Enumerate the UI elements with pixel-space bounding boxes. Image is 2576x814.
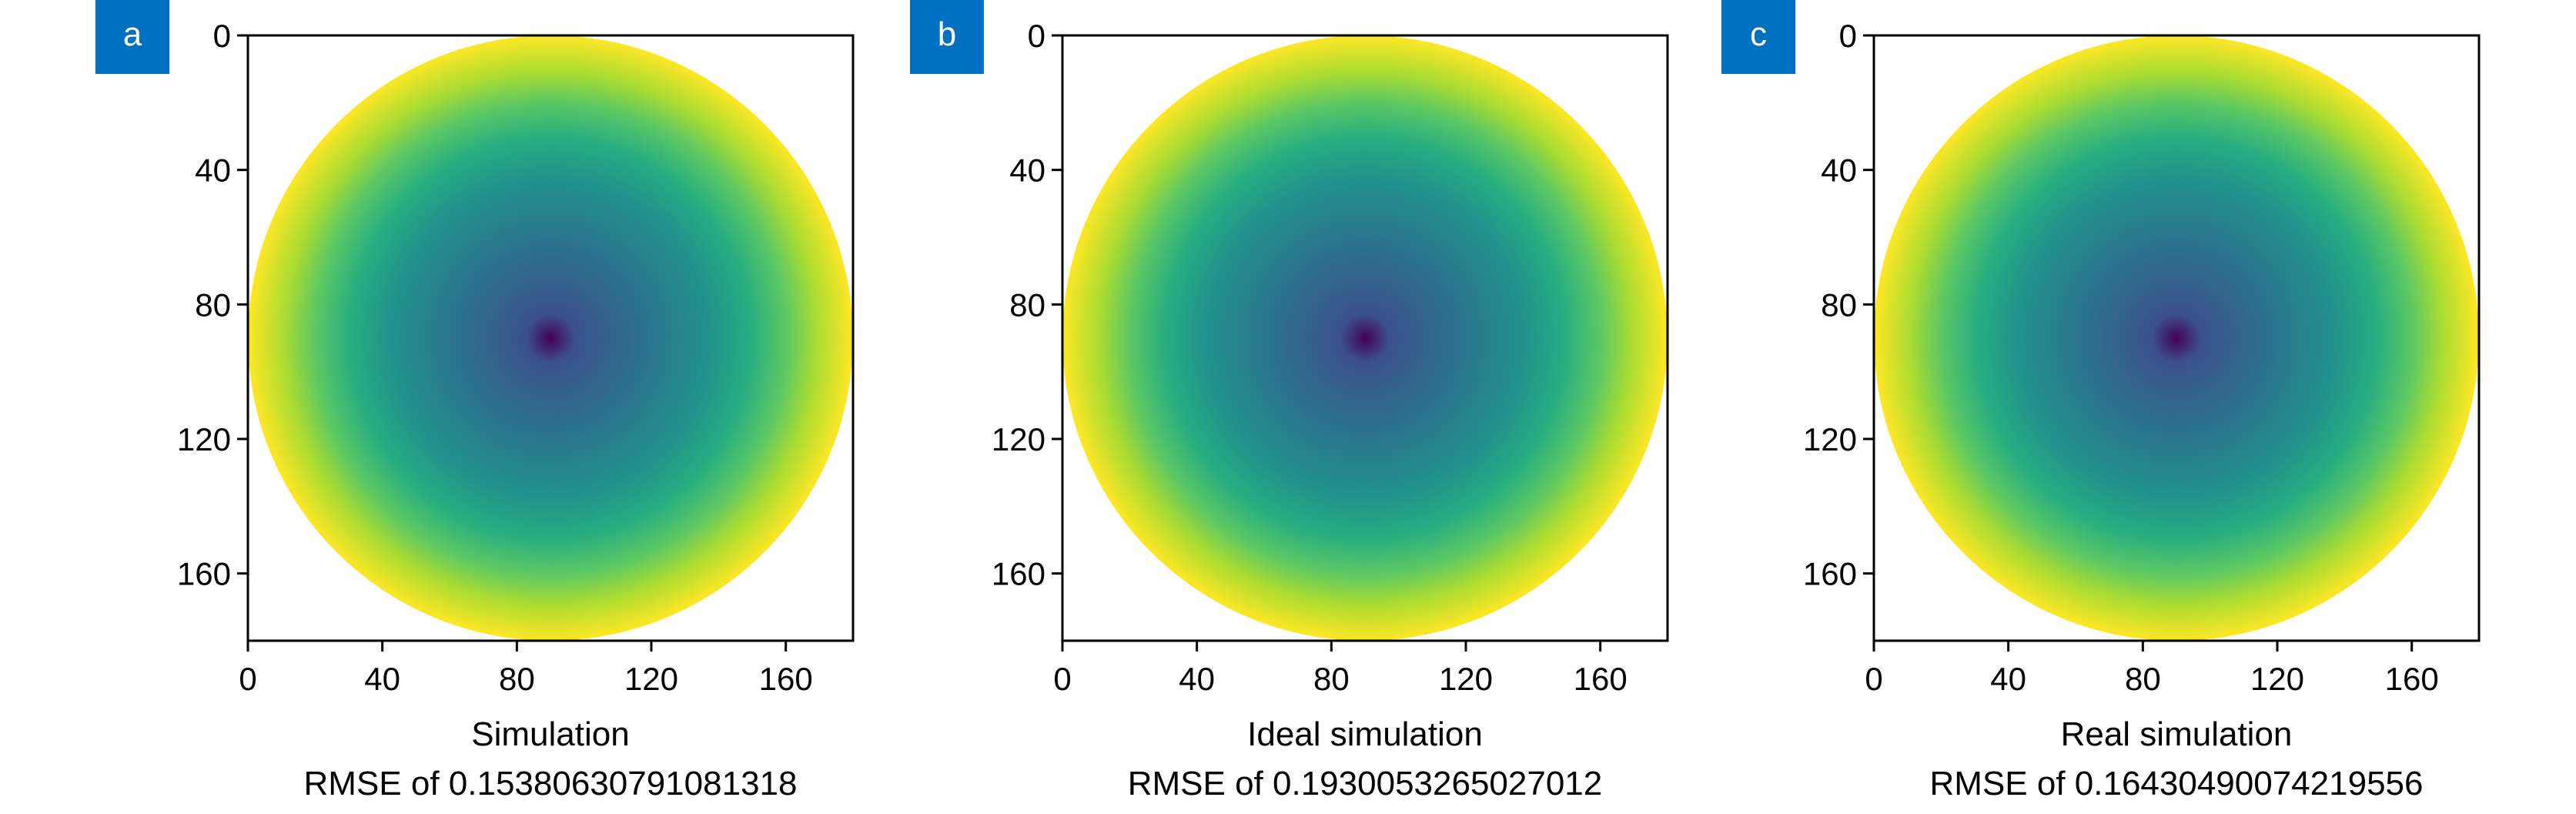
x-tick-label: 80 [2125,661,2161,697]
y-tick-label: 40 [195,152,231,189]
panel-label: c [1750,15,1767,53]
y-tick-label: 0 [1028,18,1045,54]
x-axis-label: Real simulation [2061,715,2293,753]
x-tick-label: 40 [1990,661,2026,697]
heatmap-aperture [248,35,853,641]
axes-frame [1061,34,1669,642]
y-tick-label: 160 [177,556,231,592]
heatmap-aperture [1874,35,2479,641]
y-tick-label: 80 [195,286,231,323]
panel-label-badge [910,0,984,74]
panel-label: a [123,15,142,53]
panel-label: b [938,15,956,53]
x-tick-label: 0 [239,661,256,697]
y-tick-label: 120 [1803,421,1857,457]
x-tick-label: 120 [2250,661,2304,697]
panel-c: c 0 40 80 120 160 0 40 80 120 160 Real simulation RM… [1721,0,2481,802]
y-tick-label: 40 [1821,152,1857,189]
panel-label-badge [1721,0,1795,74]
axes-frame [1872,34,2481,642]
x-tick-label: 160 [1574,661,1628,697]
x-tick-label: 120 [1439,661,1493,697]
panel-a: a 0 40 80 120 160 0 40 80 120 160 Simulation RMSE of… [95,0,855,802]
x-tick-label: 40 [1179,661,1215,697]
x-tick-label: 160 [759,661,813,697]
x-tick-label: 160 [2385,661,2439,697]
x-axis-label: Ideal simulation [1247,715,1483,753]
y-tick-label: 160 [992,556,1045,592]
y-tick-label: 120 [177,421,231,457]
x-axis-label: Simulation [471,715,629,753]
heatmap-aperture [1062,35,1668,641]
y-tick-label: 40 [1009,152,1045,189]
x-tick-label: 0 [1053,661,1071,697]
x-tick-label: 120 [624,661,678,697]
x-tick-label: 40 [364,661,400,697]
x-tick-label: 0 [1865,661,1882,697]
rmse-caption: RMSE of 0.16430490074219556 [1930,765,2424,802]
y-tick-label: 0 [213,18,231,54]
y-tick-label: 120 [992,421,1045,457]
y-tick-label: 80 [1009,286,1045,323]
panel-label-badge [95,0,169,74]
axes-frame [246,34,855,642]
x-tick-label: 80 [1313,661,1350,697]
x-tick-label: 80 [499,661,535,697]
y-tick-label: 80 [1821,286,1857,323]
y-tick-label: 160 [1803,556,1857,592]
rmse-caption: RMSE of 0.15380630791081318 [304,765,798,802]
panel-b: b 0 40 80 120 160 0 40 80 120 160 Ideal simulation R… [910,0,1669,802]
rmse-caption: RMSE of 0.1930053265027012 [1128,765,1603,802]
y-tick-label: 0 [1839,18,1857,54]
